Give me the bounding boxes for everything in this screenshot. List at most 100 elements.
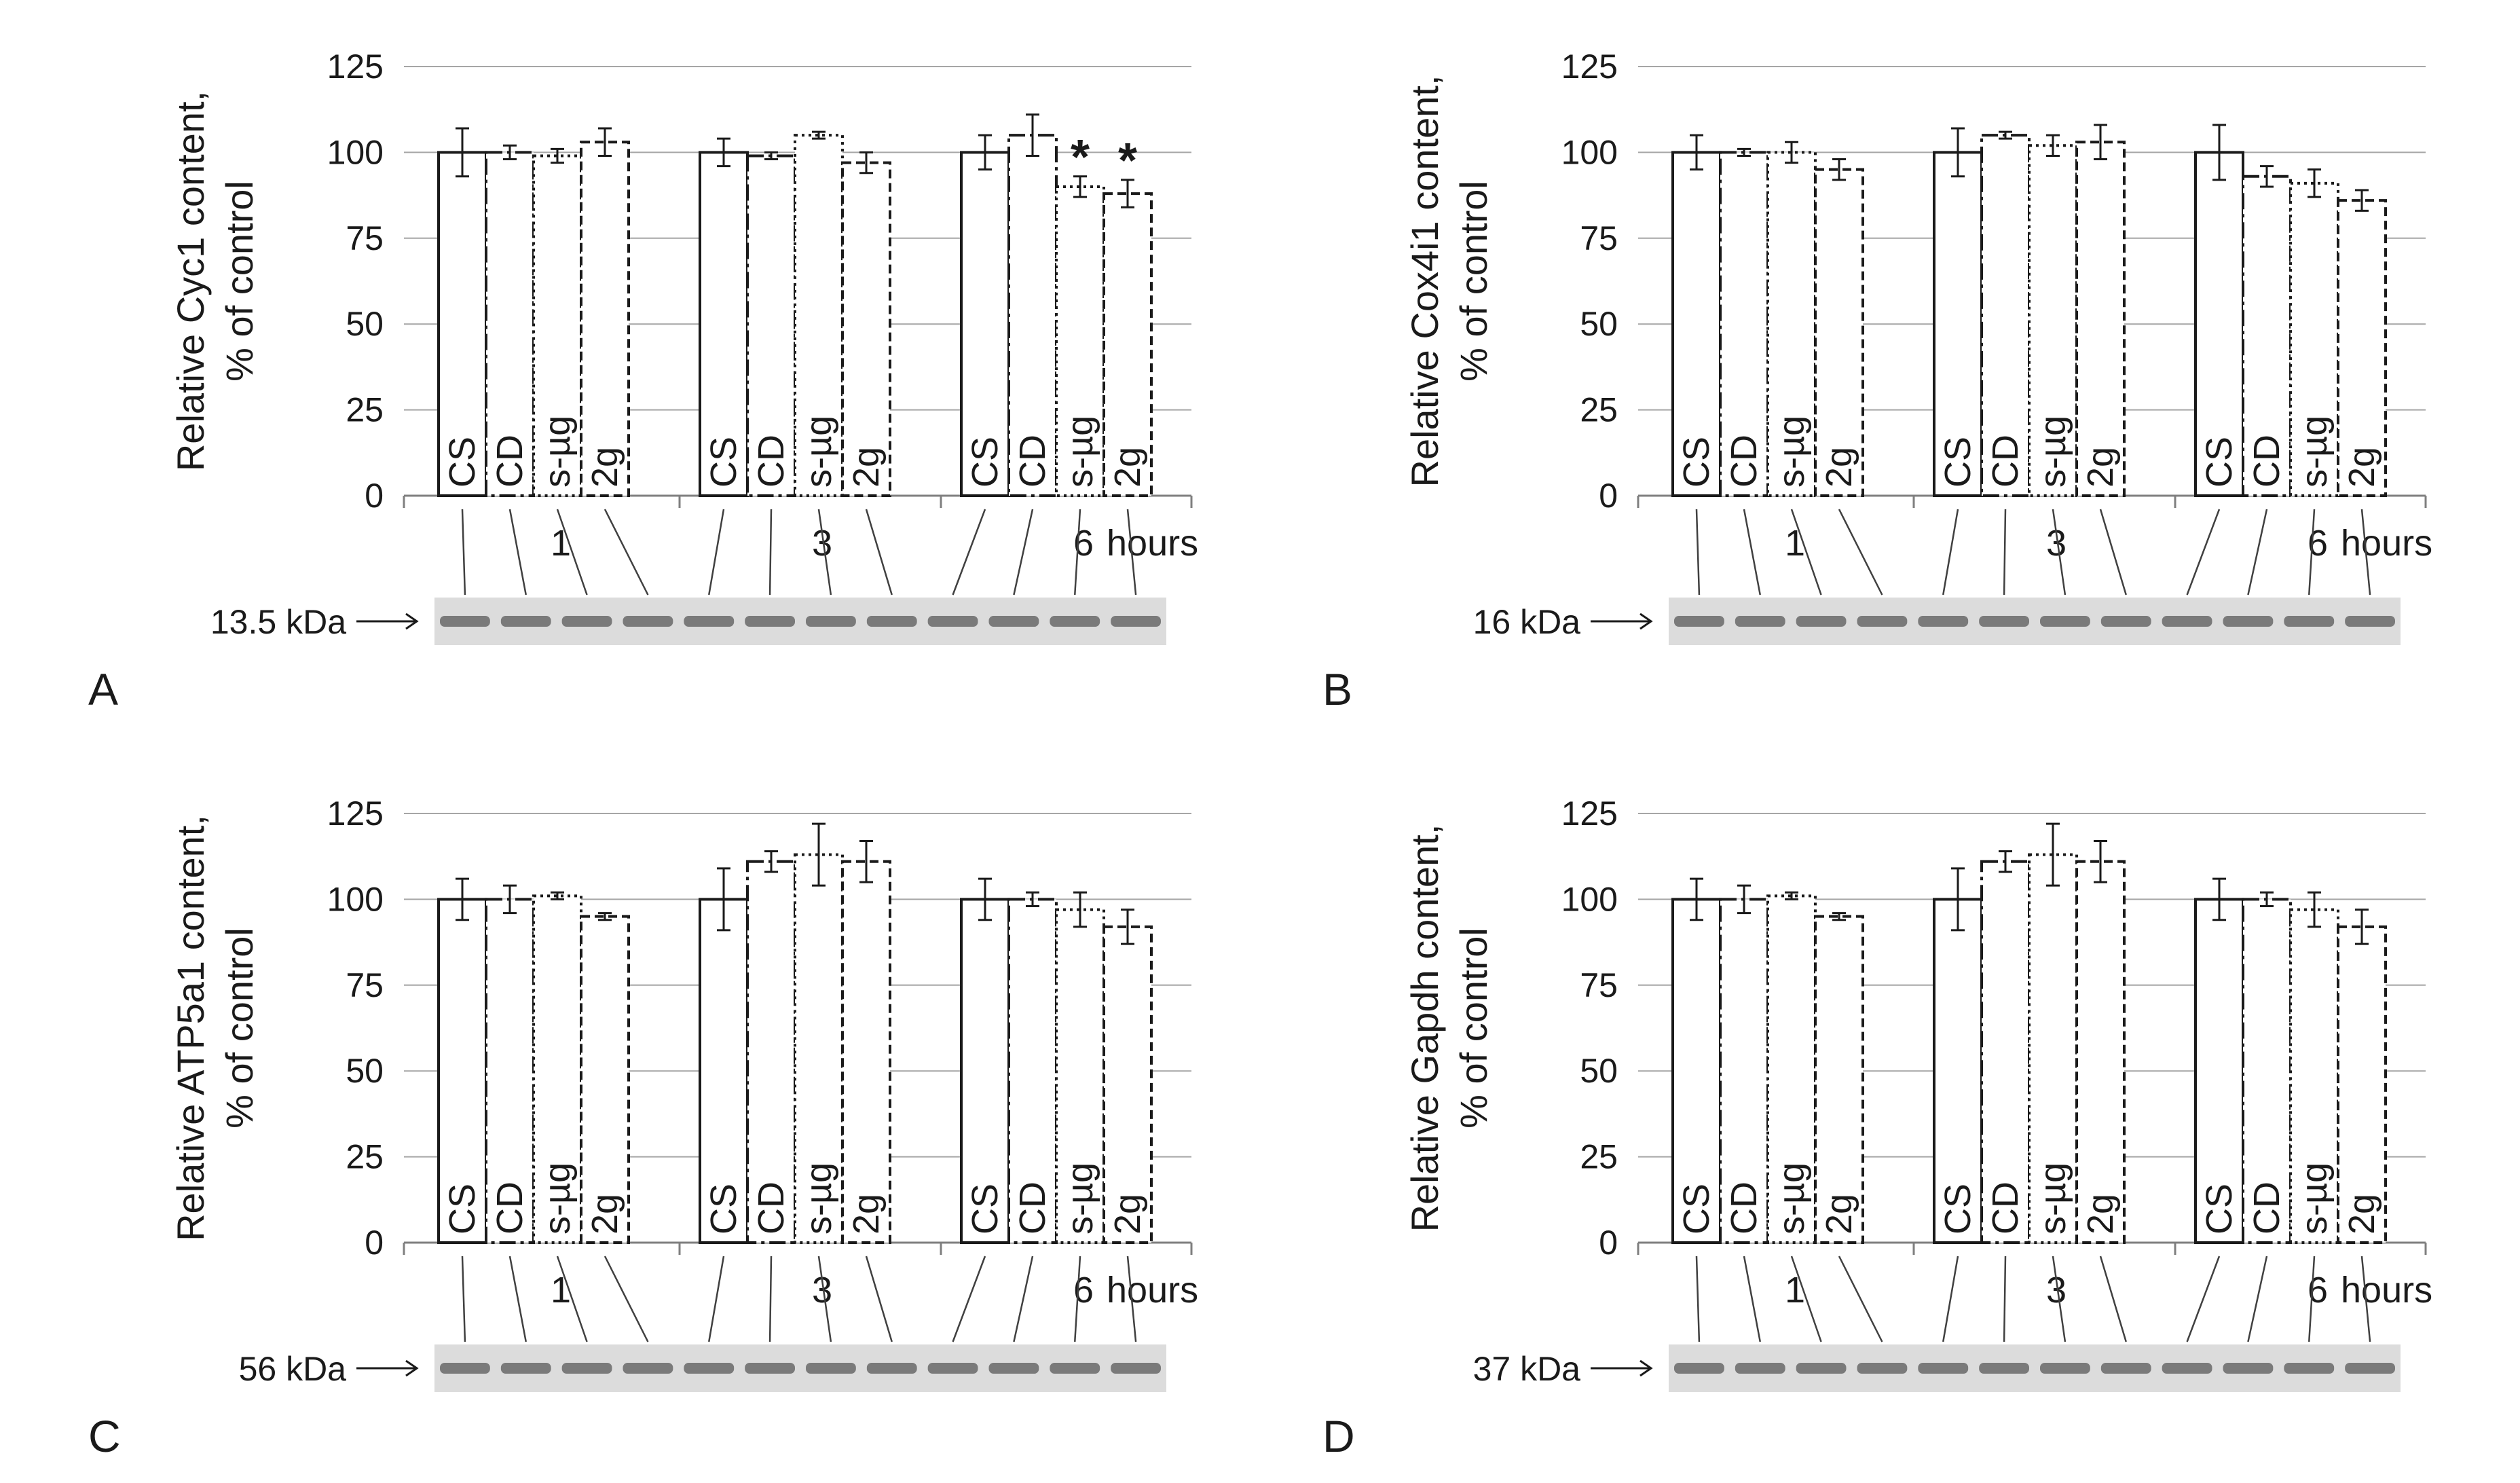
bar-s-µg-6h [2289, 181, 2339, 497]
error-bar-s-µg-1h [1785, 891, 1798, 900]
blot-band [1050, 1363, 1100, 1374]
bar-series-label: 2g [2341, 447, 2382, 488]
error-bar-2g-6h [2355, 909, 2369, 945]
lane-connector [461, 509, 466, 596]
bar-2g-3h [2075, 141, 2126, 497]
error-bar-CS-1h [456, 877, 469, 921]
x-group-label: 1 [551, 1270, 571, 1311]
bar-series-label: s-µg [1060, 1162, 1100, 1234]
bar-2g-6h [1102, 925, 1153, 1244]
error-bar-CD-1h [503, 144, 517, 161]
bar-series-label: s-µg [1060, 416, 1100, 488]
bar-CS-3h [699, 898, 749, 1244]
blot-band [745, 616, 795, 627]
blot-band [866, 616, 917, 627]
error-bar-s-µg-1h [1785, 141, 1798, 164]
lane-connector [952, 509, 986, 596]
bar-s-µg-3h [794, 134, 844, 497]
blot-band [1111, 616, 1161, 627]
x-group-label: 1 [1785, 523, 1805, 564]
error-bar-s-µg-6h [2308, 168, 2321, 198]
lane-connector [768, 509, 773, 596]
bar-series-label: CD [1012, 1182, 1053, 1234]
panel-label: D [1322, 1411, 1355, 1461]
x-group-label: 1 [551, 523, 571, 564]
y-tick-label: 75 [1580, 966, 1618, 1004]
blot-band [988, 616, 1039, 627]
lane-connector [1790, 509, 1822, 596]
bar-2g-3h [841, 161, 891, 497]
bar-series-label: s-µg [2294, 1162, 2335, 1234]
y-tick-label: 100 [1561, 133, 1618, 171]
lane-connector [1013, 509, 1034, 596]
bar-CS-1h [1671, 898, 1722, 1244]
error-bar-CS-6h [978, 134, 992, 171]
y-tick-label: 50 [1580, 305, 1618, 343]
western-blot-strip [1669, 598, 2401, 645]
significance-asterisk: * [1071, 130, 1090, 185]
bar-series-label: 2g [2341, 1194, 2382, 1234]
y-tick-label: 50 [346, 1052, 384, 1090]
blot-band [1979, 1363, 2029, 1374]
bar-series-label: s-µg [537, 1162, 578, 1234]
blot-band [1796, 1363, 1847, 1374]
error-bar-CD-3h [764, 850, 778, 873]
bar-2g-1h [1814, 168, 1864, 497]
blot-band [561, 1363, 612, 1374]
blot-band [2345, 1363, 2395, 1374]
bar-s-µg-6h [1055, 185, 1105, 497]
bar-series-label: CD [1985, 435, 2026, 488]
error-bar-CS-6h [2212, 124, 2226, 181]
error-bar-2g-3h [859, 839, 873, 883]
blot-band [2223, 616, 2274, 627]
blot-band [440, 616, 490, 627]
lane-connector [2099, 1256, 2127, 1342]
y-axis-title-line2: % of control [218, 181, 261, 382]
panel-label: C [88, 1411, 121, 1461]
blot-band [745, 1363, 795, 1374]
lane-connector [2186, 509, 2221, 596]
lane-connector [2360, 1256, 2371, 1342]
error-bar-2g-1h [1832, 912, 1846, 921]
lane-connector [2360, 509, 2371, 596]
error-bar-s-µg-1h [551, 147, 564, 164]
blot-band [1674, 616, 1724, 627]
blot-size-label: 56 kDa [239, 1350, 347, 1388]
y-axis-title: Relative ATP5a1 content,% of control [169, 815, 261, 1241]
bar-s-µg-1h [532, 894, 582, 1244]
bar-series-label: CS [1938, 437, 1978, 488]
y-axis-title-line2: % of control [1452, 928, 1495, 1129]
blot-band [2223, 1363, 2274, 1374]
bar-series-label: 2g [585, 1194, 625, 1234]
x-axis-unit-label: hours [1107, 523, 1198, 564]
western-blot-strip [1669, 1344, 2401, 1392]
y-axis-title-line2: % of control [1452, 181, 1495, 382]
bar-series-label: 2g [2080, 1194, 2121, 1234]
y-tick-label: 0 [1599, 1224, 1618, 1262]
bar-series-label: CS [1676, 1184, 1717, 1234]
blot-band [1735, 1363, 1785, 1374]
error-bar-s-µg-6h [1073, 891, 1087, 928]
lane-connector [1743, 509, 1761, 596]
blot-band [2100, 1363, 2151, 1374]
error-bar-2g-3h [859, 151, 873, 175]
western-blot-strip [434, 1344, 1166, 1392]
western-blot-strip [434, 598, 1166, 645]
lane-connector [865, 509, 893, 596]
bar-series-label: CD [751, 435, 792, 488]
blot-band [2040, 616, 2090, 627]
bar-2g-6h [2337, 925, 2387, 1244]
error-bar-CD-3h [764, 151, 778, 161]
y-axis-title-line1: Relative Cyc1 content, [169, 91, 212, 471]
lane-connector [1838, 509, 1883, 596]
bar-series-label: s-µg [1771, 1162, 1812, 1234]
blot-band [1918, 1363, 1969, 1374]
y-tick-label: 100 [327, 133, 384, 171]
error-bar-CD-6h [2260, 891, 2274, 908]
blot-band [1918, 616, 1969, 627]
blot-band [1857, 616, 1908, 627]
bar-2g-6h [1102, 192, 1153, 497]
blot-band [2284, 1363, 2335, 1374]
blot-band [561, 616, 612, 627]
y-axis-title: Relative Gapdh content,% of control [1403, 824, 1495, 1232]
